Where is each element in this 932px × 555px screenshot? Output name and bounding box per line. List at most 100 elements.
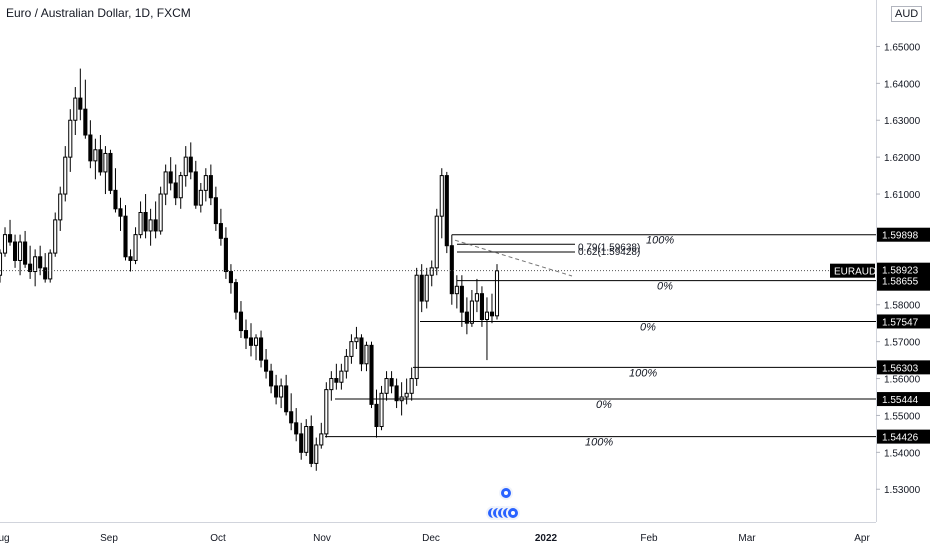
price-badge-label: 1.58923	[882, 266, 919, 277]
candle-body	[133, 234, 138, 261]
candle-body	[454, 285, 459, 295]
price-badge-label: 1.59898	[882, 231, 919, 242]
candle-body	[304, 426, 309, 453]
candle-body	[7, 234, 13, 243]
x-tick-label: ug	[0, 533, 10, 544]
candle-body	[18, 241, 23, 261]
event-icon[interactable]	[506, 506, 520, 520]
candle-body	[28, 263, 33, 273]
candle-body	[23, 241, 28, 265]
candle-body	[53, 219, 58, 254]
candle-body	[329, 378, 334, 391]
x-tick-label: Apr	[854, 533, 870, 544]
candle-body	[0, 252, 3, 276]
candle-body	[43, 267, 48, 280]
candle-body	[384, 378, 389, 394]
price-badge	[877, 273, 930, 288]
candle-body	[344, 355, 349, 372]
economic-events-markers[interactable]	[486, 486, 526, 526]
candle-body	[103, 152, 108, 173]
fib-label: 100%	[629, 367, 657, 379]
candle-body	[459, 285, 464, 313]
candle-body	[449, 245, 454, 295]
candle-body	[73, 97, 78, 121]
candle-body	[409, 378, 414, 394]
x-tick-label: Mar	[738, 533, 756, 544]
candle-body	[314, 444, 319, 464]
y-tick-label: 1.54000	[884, 448, 921, 459]
candle-body	[474, 293, 479, 302]
candle-body	[138, 211, 143, 236]
event-icon[interactable]	[499, 486, 513, 500]
candle-body	[143, 211, 148, 232]
candle-body	[108, 152, 113, 191]
symbol-badge	[830, 263, 875, 278]
candle-body	[48, 252, 53, 280]
candle-body	[469, 300, 474, 324]
candle-body	[218, 223, 223, 239]
candle-body	[243, 330, 249, 339]
candle-body	[198, 189, 203, 206]
candle-body	[489, 311, 495, 317]
candle-body	[434, 215, 439, 269]
y-tick-label: 1.57000	[884, 338, 921, 349]
price-badge	[877, 392, 930, 407]
candle-body	[414, 274, 419, 380]
candle-body	[349, 341, 354, 357]
candle-body	[78, 97, 83, 110]
candle-body	[334, 378, 339, 383]
candle-body	[258, 337, 264, 361]
candle-body	[494, 270, 500, 317]
candle-body	[93, 149, 98, 162]
x-tick-label: Nov	[313, 533, 331, 544]
x-tick-label: 2022	[535, 533, 558, 544]
candle-body	[228, 271, 233, 284]
candle-body	[339, 370, 344, 383]
chart-title: Euro / Australian Dollar, 1D, FXCM	[6, 6, 191, 20]
price-badge	[877, 429, 930, 444]
currency-unit-badge[interactable]: AUD	[891, 6, 923, 22]
projection-line	[454, 239, 573, 277]
candle-body	[213, 197, 218, 225]
candle-body	[153, 219, 158, 232]
candle-body	[118, 208, 123, 217]
candle-body	[444, 175, 449, 247]
candle-body	[324, 389, 329, 435]
x-tick-label: Feb	[640, 533, 658, 544]
fib-label: 100%	[646, 235, 674, 247]
candle-body	[58, 193, 63, 221]
candle-body	[33, 256, 38, 273]
candle-body	[208, 175, 213, 199]
fib-label: 0%	[596, 399, 612, 411]
candle-body	[13, 241, 18, 261]
y-tick-label: 1.58000	[884, 301, 921, 312]
candle-body	[374, 403, 379, 428]
candle-body	[83, 108, 88, 136]
candle-body	[379, 392, 384, 428]
price-badge-label: 1.55444	[882, 395, 919, 406]
candle-body	[123, 215, 128, 258]
candle-body	[364, 344, 369, 365]
y-tick-label: 1.56000	[884, 375, 921, 386]
y-tick-label: 1.61000	[884, 190, 921, 201]
y-tick-label: 1.55000	[884, 411, 921, 422]
fib-label: 0.62(1.59428)	[578, 247, 640, 258]
fib-label: 0%	[640, 321, 656, 333]
candle-body	[394, 385, 399, 402]
y-tick-label: 1.53000	[884, 485, 921, 496]
y-tick-label: 1.63000	[884, 116, 921, 127]
candle-body	[178, 175, 183, 199]
candle-body	[188, 156, 193, 173]
candle-body	[464, 311, 469, 324]
candle-body	[183, 156, 188, 177]
candle-body	[319, 433, 324, 446]
candle-body	[63, 156, 68, 195]
candle-body	[354, 337, 359, 343]
x-tick-label: Dec	[422, 533, 440, 544]
price-badge	[877, 360, 930, 375]
candle-body	[223, 237, 228, 273]
fib-label: 0.79(1.59638)	[578, 242, 640, 253]
x-tick-label: Sep	[100, 533, 118, 544]
